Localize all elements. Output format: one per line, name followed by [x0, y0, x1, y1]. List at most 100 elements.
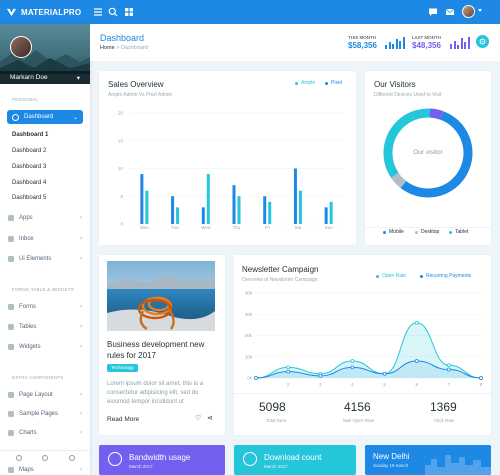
- layout-icon: [8, 392, 14, 398]
- bar-ample: [176, 207, 180, 224]
- sidebar-item-dashboard[interactable]: Dashboard ⌄: [7, 110, 83, 124]
- y-tick-label: 20k: [245, 333, 253, 338]
- heart-icon[interactable]: ♡: [195, 415, 202, 422]
- bar-pixel: [171, 196, 175, 224]
- chevron-left-icon: ‹: [80, 430, 82, 436]
- card-title: Newsletter Campaign: [242, 265, 319, 274]
- caret-down-icon[interactable]: [478, 9, 482, 12]
- sidebar-item-apps[interactable]: Apps ‹: [8, 213, 82, 223]
- brand-logo[interactable]: MATERIALPRO: [6, 5, 81, 19]
- grid-icon[interactable]: [124, 7, 134, 17]
- x-tick-label: 4: [351, 382, 354, 387]
- sidebar-item-charts[interactable]: Charts ‹: [8, 428, 82, 438]
- menu-icon[interactable]: [93, 7, 103, 17]
- stat-open-rate: 4156: [344, 400, 371, 414]
- x-tick-label: Sat: [295, 225, 303, 230]
- profile-name-bar[interactable]: Markarn Doe ▾: [0, 71, 90, 84]
- apps-icon: [8, 215, 14, 221]
- x-tick-label: 8: [480, 382, 483, 387]
- legend-open-rate: Open Rate: [376, 273, 406, 279]
- share-icon[interactable]: ⋖: [207, 415, 213, 422]
- sidebar-item-label: Inbox: [19, 236, 34, 242]
- sidebar-item-forms[interactable]: Forms ‹: [8, 302, 82, 312]
- stat-open-rate-label: Mail Open Rate: [343, 418, 375, 423]
- sidebar-subitem-dashboard-1[interactable]: Dashboard 1: [12, 132, 49, 138]
- sidebar-subitem-dashboard-4[interactable]: Dashboard 4: [12, 180, 47, 186]
- bar-ample: [206, 174, 210, 224]
- x-tick-label: Thu: [233, 225, 241, 230]
- sidebar-item-maps[interactable]: Maps ‹: [8, 465, 82, 475]
- sidebar-item-tables[interactable]: Tables ‹: [8, 322, 82, 332]
- y-tick-label: 0: [120, 222, 123, 227]
- tile-title: Bandwidth usage: [129, 453, 191, 462]
- chevron-left-icon: ‹: [80, 215, 82, 221]
- sidebar-item-label: Page Layout: [19, 392, 53, 398]
- sidebar-item-inbox[interactable]: Inbox ‹: [8, 234, 82, 244]
- user-avatar[interactable]: [462, 5, 475, 18]
- legend-recurring-payments: Recurring Payments: [420, 273, 471, 279]
- this-month-sparkline: [385, 37, 405, 49]
- card-subtitle: Ample Admin Vs Pixel Admin: [108, 92, 173, 98]
- sidebar-subitem-dashboard-5[interactable]: Dashboard 5: [12, 195, 47, 201]
- data-point: [446, 367, 451, 372]
- tile-bandwidth[interactable]: Bandwidth usage March 2017: [99, 445, 225, 475]
- visitors-card: Our Visitors Different Devices Used to V…: [365, 71, 491, 245]
- card-subtitle: Different Devices Used to Visit: [374, 92, 442, 98]
- sidebar-item-widgets[interactable]: Widgets ‹: [8, 342, 82, 352]
- legend-pixel: Pixel: [325, 80, 342, 86]
- chevron-left-icon: ‹: [80, 344, 82, 350]
- x-tick-label: Fri: [265, 225, 270, 230]
- sidebar-item-ui-elements[interactable]: Ui Elements ‹: [8, 254, 82, 264]
- profile-banner: Markarn Doe ▾: [0, 24, 90, 84]
- chevron-left-icon: ‹: [80, 236, 82, 242]
- sidebar-item-page-layout[interactable]: Page Layout ‹: [8, 390, 82, 400]
- read-more-link[interactable]: Read More: [107, 416, 140, 423]
- power-icon[interactable]: [69, 455, 75, 461]
- y-tick-label: 10k: [245, 354, 253, 359]
- legend-ample: Ample: [295, 80, 315, 86]
- blog-title[interactable]: Business development new rules for 2017: [107, 340, 205, 360]
- tile-title: New Delhi: [373, 452, 410, 461]
- x-tick-label: Sun: [325, 225, 334, 230]
- breadcrumb-separator: >: [116, 45, 120, 51]
- sidebar-item-label: Forms: [19, 304, 36, 310]
- avatar[interactable]: [10, 36, 32, 58]
- cloud-download-icon: [243, 452, 257, 466]
- x-tick-label: 7: [448, 382, 451, 387]
- tile-download[interactable]: Download count March 2017: [234, 445, 356, 475]
- tile-weather[interactable]: New Delhi Sunday 15 march: [365, 445, 491, 475]
- data-point: [350, 359, 355, 363]
- stat-total-sent: 5098: [259, 400, 286, 414]
- settings-button[interactable]: [476, 35, 489, 48]
- breadcrumb-home[interactable]: Home: [100, 45, 115, 51]
- sidebar-item-sample-pages[interactable]: Sample Pages ‹: [8, 409, 82, 419]
- sidebar-item-label: Sample Pages: [19, 411, 59, 417]
- bar-ample: [268, 201, 272, 224]
- y-tick-label: 20: [118, 111, 124, 116]
- card-title: Our Visitors: [374, 80, 416, 89]
- sidebar-item-label: Ui Elements: [19, 256, 52, 262]
- line-recurring-payments: [255, 360, 482, 379]
- gear-icon: [479, 38, 486, 45]
- this-month-value: $58,356: [348, 41, 377, 50]
- chevron-left-icon: ‹: [80, 256, 82, 262]
- sidebar-subitem-dashboard-3[interactable]: Dashboard 3: [12, 164, 47, 170]
- visitors-donut-chart: [383, 108, 473, 198]
- chevron-left-icon: ‹: [80, 411, 82, 417]
- sidebar-item-label: Apps: [19, 215, 33, 221]
- donut-slice-tablet: [383, 108, 444, 178]
- settings-icon[interactable]: [16, 455, 22, 461]
- sidebar-subitem-dashboard-2[interactable]: Dashboard 2: [12, 148, 47, 154]
- mail-icon[interactable]: [445, 7, 455, 17]
- bar-ample: [237, 196, 241, 224]
- legend-mobile: Mobile: [383, 229, 404, 235]
- sidebar-item-label: Charts: [19, 430, 37, 436]
- mail-icon[interactable]: [42, 455, 48, 461]
- section-label-forms: FORMS,TABLE & WIDGETS: [12, 287, 75, 292]
- bar-pixel: [201, 207, 205, 224]
- blog-badge: Technology: [107, 364, 138, 372]
- search-icon[interactable]: [108, 7, 118, 17]
- message-icon[interactable]: [428, 7, 438, 17]
- x-tick-label: Mon: [140, 225, 149, 230]
- page-header: Dashboard Home > Dashboard THIS MONTH $5…: [90, 24, 500, 61]
